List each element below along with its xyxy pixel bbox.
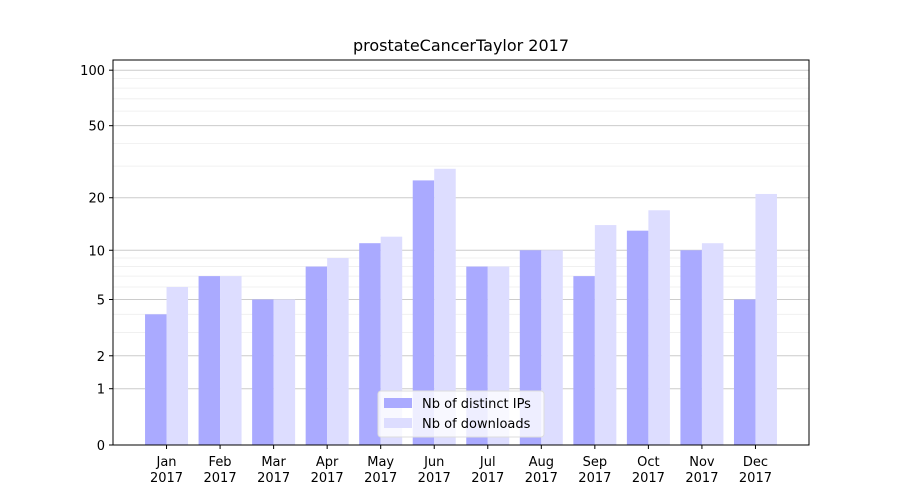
legend-swatch bbox=[384, 418, 412, 428]
y-tick-label: 5 bbox=[97, 293, 105, 308]
bar bbox=[145, 314, 167, 445]
x-tick-label: Jun 2017 bbox=[418, 455, 451, 486]
bar bbox=[733, 299, 756, 445]
x-tick-label: Dec 2017 bbox=[739, 455, 772, 486]
x-tick-label: Jul 2017 bbox=[471, 455, 504, 486]
x-tick-label: Mar 2017 bbox=[257, 455, 290, 486]
y-tick-label: 20 bbox=[88, 192, 105, 207]
bar bbox=[573, 276, 595, 445]
x-tick-label: Oct 2017 bbox=[632, 455, 665, 486]
x-tick-label: Jan 2017 bbox=[150, 455, 183, 486]
legend-label: Nb of distinct IPs bbox=[422, 397, 531, 412]
y-tick-label: 1 bbox=[97, 383, 105, 398]
bar bbox=[305, 266, 328, 445]
bar bbox=[198, 276, 221, 445]
plot-frame bbox=[112, 59, 810, 446]
bar bbox=[327, 257, 349, 445]
x-tick-label: Nov 2017 bbox=[685, 455, 718, 486]
bar bbox=[412, 180, 435, 446]
legend-box bbox=[377, 390, 545, 438]
legend-swatch bbox=[384, 398, 412, 408]
y-tick-label: 10 bbox=[88, 244, 105, 259]
bar bbox=[166, 286, 189, 445]
x-tick-label: May 2017 bbox=[364, 455, 397, 486]
bar bbox=[680, 250, 702, 445]
bar bbox=[434, 168, 456, 445]
y-tick-label: 0 bbox=[97, 439, 105, 454]
bar bbox=[648, 210, 670, 445]
bar bbox=[594, 225, 617, 445]
bar bbox=[359, 243, 381, 445]
bar bbox=[626, 230, 649, 445]
bar bbox=[252, 299, 274, 445]
y-tick-label: 50 bbox=[88, 120, 105, 135]
legend-label: Nb of downloads bbox=[422, 417, 531, 432]
x-tick-label: Feb 2017 bbox=[204, 455, 237, 486]
x-tick-label: Aug 2017 bbox=[525, 455, 558, 486]
bar bbox=[701, 243, 724, 445]
bar bbox=[220, 276, 242, 445]
x-tick-label: Apr 2017 bbox=[311, 455, 344, 486]
bar bbox=[755, 193, 777, 445]
bar bbox=[541, 250, 563, 445]
x-tick-label: Sep 2017 bbox=[578, 455, 611, 486]
y-tick-label: 100 bbox=[80, 64, 105, 79]
bar bbox=[273, 299, 296, 445]
legend: Nb of distinct IPs Nb of downloads bbox=[377, 390, 545, 438]
y-tick-label: 2 bbox=[97, 350, 105, 365]
chart-title: prostateCancerTaylor 2017 bbox=[353, 36, 569, 55]
